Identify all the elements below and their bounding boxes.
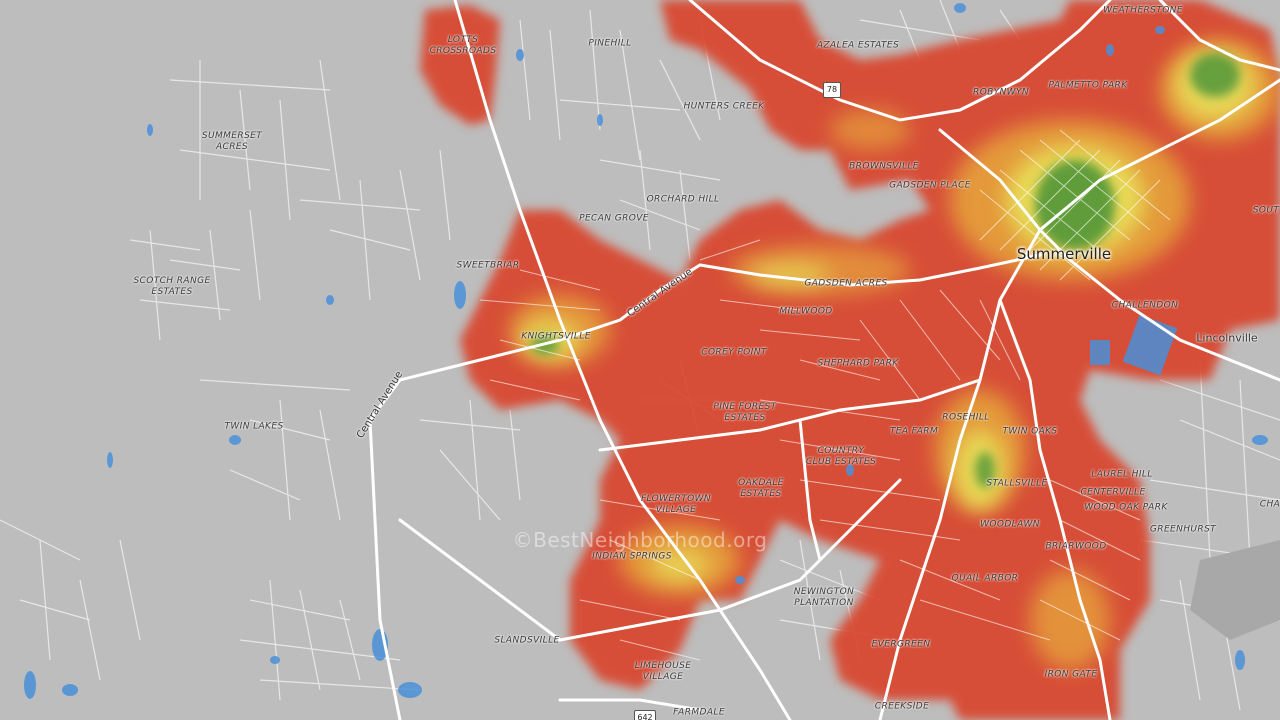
- neighborhood-label-limehouse-village[interactable]: LIMEHOUSE VILLAGE: [634, 661, 692, 682]
- major-roads: [368, 0, 1280, 720]
- neighborhood-label-flowertown-village[interactable]: FLOWERTOWN VILLAGE: [640, 494, 712, 515]
- neighborhood-label-twin-lakes[interactable]: TWIN LAKES: [224, 421, 284, 432]
- neighborhood-label-robynwyn[interactable]: ROBYNWYN: [973, 87, 1029, 98]
- neighborhood-label-summerset-acres[interactable]: SUMMERSET ACRES: [201, 131, 263, 152]
- neighborhood-label-indian-springs[interactable]: INDIAN SPRINGS: [592, 551, 672, 562]
- town-label-lincolnville: Lincolnville: [1196, 331, 1258, 345]
- neighborhood-label-gadsden-place[interactable]: GADSDEN PLACE: [889, 180, 971, 191]
- neighborhood-label-pine-forest-estates[interactable]: PINE FOREST ESTATES: [713, 402, 777, 423]
- neighborhood-label-greenhurst[interactable]: GREENHURST: [1149, 524, 1217, 535]
- neighborhood-label-south-partial[interactable]: SOUT: [1252, 205, 1280, 216]
- neighborhood-label-rosehill[interactable]: ROSEHILL: [942, 412, 990, 423]
- neighborhood-label-farmdale[interactable]: FARMDALE: [673, 707, 725, 718]
- neighborhood-label-laurel-hill[interactable]: LAUREL HILL: [1091, 469, 1153, 480]
- neighborhood-label-brownsville[interactable]: BROWNSVILLE: [849, 161, 919, 172]
- neighborhood-label-cha-partial[interactable]: CHA: [1259, 499, 1280, 510]
- neighborhood-label-iron-gate[interactable]: IRON GATE: [1044, 669, 1098, 680]
- city-label-summerville: Summerville: [1016, 245, 1112, 263]
- neighborhood-label-lotts-crossroads[interactable]: LOTTS CROSSROADS: [429, 35, 497, 56]
- neighborhood-label-oakdale-estates[interactable]: OAKDALE ESTATES: [738, 478, 784, 499]
- lake-southeast: [1190, 540, 1280, 640]
- neighborhood-label-pinehill[interactable]: PINEHILL: [588, 38, 632, 49]
- neighborhood-label-centerville[interactable]: CENTERVILLE: [1080, 487, 1146, 498]
- neighborhood-label-tea-farm[interactable]: TEA FARM: [889, 426, 939, 437]
- neighborhood-label-corey-point[interactable]: COREY POINT: [701, 347, 767, 358]
- neighborhood-label-evergreen[interactable]: EVERGREEN: [871, 639, 931, 650]
- neighborhood-label-scotch-range-estates[interactable]: SCOTCH RANGE ESTATES: [133, 276, 211, 297]
- neighborhood-label-newington-plantation[interactable]: NEWINGTON PLANTATION: [793, 587, 855, 608]
- neighborhood-label-woodlawn[interactable]: WOODLAWN: [980, 519, 1040, 530]
- neighborhood-label-wood-oak-park[interactable]: WOOD OAK PARK: [1084, 502, 1168, 513]
- route-shield-us78: 78: [823, 82, 841, 98]
- neighborhood-label-pecan-grove[interactable]: PECAN GROVE: [579, 213, 649, 224]
- neighborhood-label-orchard-hill[interactable]: ORCHARD HILL: [646, 194, 720, 205]
- neighborhood-label-twin-oaks[interactable]: TWIN OAKS: [1002, 426, 1058, 437]
- neighborhood-label-millwood[interactable]: MILLWOOD: [779, 306, 833, 317]
- neighborhood-label-challendon[interactable]: CHALLENDON: [1111, 300, 1179, 311]
- neighborhood-label-knightsville[interactable]: KNIGHTSVILLE: [521, 331, 591, 342]
- neighborhood-label-slandsville[interactable]: SLANDSVILLE: [494, 635, 560, 646]
- neighborhood-label-weatherstone[interactable]: WEATHERSTONE: [1103, 5, 1183, 16]
- neighborhood-label-gadsden-acres[interactable]: GADSDEN ACRES: [804, 278, 888, 289]
- neighborhood-label-creekside[interactable]: CREEKSIDE: [874, 701, 930, 712]
- neighborhood-label-country-club-estates[interactable]: COUNTRY CLUB ESTATES: [805, 446, 877, 467]
- neighborhood-label-stallsville[interactable]: STALLSVILLE: [986, 478, 1048, 489]
- route-shield-sc642: 642: [634, 710, 656, 720]
- neighborhood-label-quail-arbor[interactable]: QUAIL ARBOR: [951, 573, 1019, 584]
- watermark: ©BestNeighborhood.org: [512, 528, 768, 552]
- neighborhood-label-shephard-park[interactable]: SHEPHARD PARK: [817, 358, 899, 369]
- neighborhood-label-palmetto-park[interactable]: PALMETTO PARK: [1048, 80, 1128, 91]
- neighborhood-label-hunters-creek[interactable]: HUNTERS CREEK: [683, 101, 765, 112]
- neighborhood-label-briarwood[interactable]: BRIARWOOD: [1045, 541, 1107, 552]
- neighborhood-label-azalea-estates[interactable]: AZALEA ESTATES: [816, 40, 900, 51]
- neighborhood-label-sweetbriar[interactable]: SWEETBRIAR: [456, 260, 520, 271]
